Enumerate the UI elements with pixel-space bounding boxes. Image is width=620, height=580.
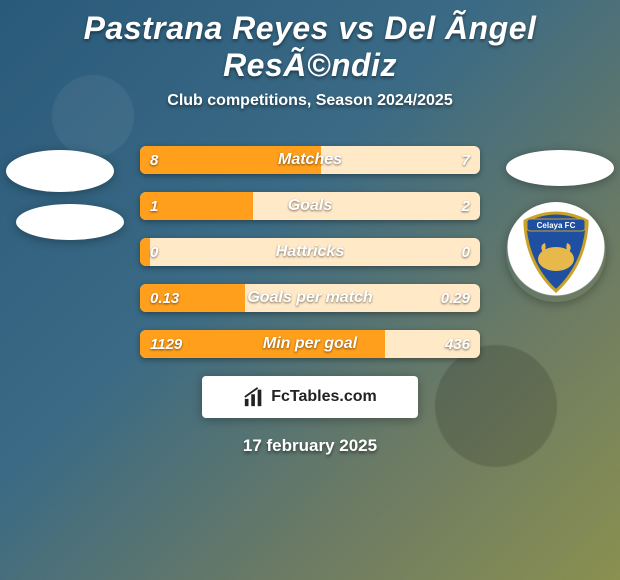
club-logo-right-crest: Celaya FC xyxy=(506,202,606,302)
club-logo-left-1 xyxy=(6,150,114,192)
date-label: 17 february 2025 xyxy=(0,436,620,456)
stat-label: Hattricks xyxy=(140,238,480,266)
stat-label: Goals xyxy=(140,192,480,220)
stat-bar: 0Hattricks0 xyxy=(140,238,480,266)
comparison-card: Pastrana Reyes vs Del Ãngel ResÃ©ndiz Cl… xyxy=(0,0,620,456)
stat-bar: 0.13Goals per match0.29 xyxy=(140,284,480,312)
stat-bar: 1Goals2 xyxy=(140,192,480,220)
stat-right-value: 0.29 xyxy=(441,284,470,312)
stat-bar: 1129Min per goal436 xyxy=(140,330,480,358)
stat-label: Min per goal xyxy=(140,330,480,358)
brand-badge: FcTables.com xyxy=(202,376,418,418)
stat-right-value: 7 xyxy=(462,146,470,174)
stat-label: Matches xyxy=(140,146,480,174)
page-title: Pastrana Reyes vs Del Ãngel ResÃ©ndiz xyxy=(0,4,620,86)
brand-text: FcTables.com xyxy=(271,388,377,406)
stat-bars: 8Matches7 1Goals2 0Hattricks0 0.13Goals per… xyxy=(140,132,480,358)
celaya-fc-crest-icon: Celaya FC xyxy=(521,211,591,293)
stat-label: Goals per match xyxy=(140,284,480,312)
stat-right-value: 436 xyxy=(445,330,470,358)
stat-right-value: 2 xyxy=(462,192,470,220)
club-logo-left-2 xyxy=(16,204,124,240)
stat-bar: 8Matches7 xyxy=(140,146,480,174)
crest-label: Celaya FC xyxy=(537,221,576,230)
stats-area: Celaya FC 8Matches7 1Goals2 0Hattricks0 0.1… xyxy=(0,132,620,456)
stat-right-value: 0 xyxy=(462,238,470,266)
club-logo-right-oval xyxy=(506,150,614,186)
subtitle: Club competitions, Season 2024/2025 xyxy=(0,92,620,110)
bar-chart-icon xyxy=(243,386,265,408)
